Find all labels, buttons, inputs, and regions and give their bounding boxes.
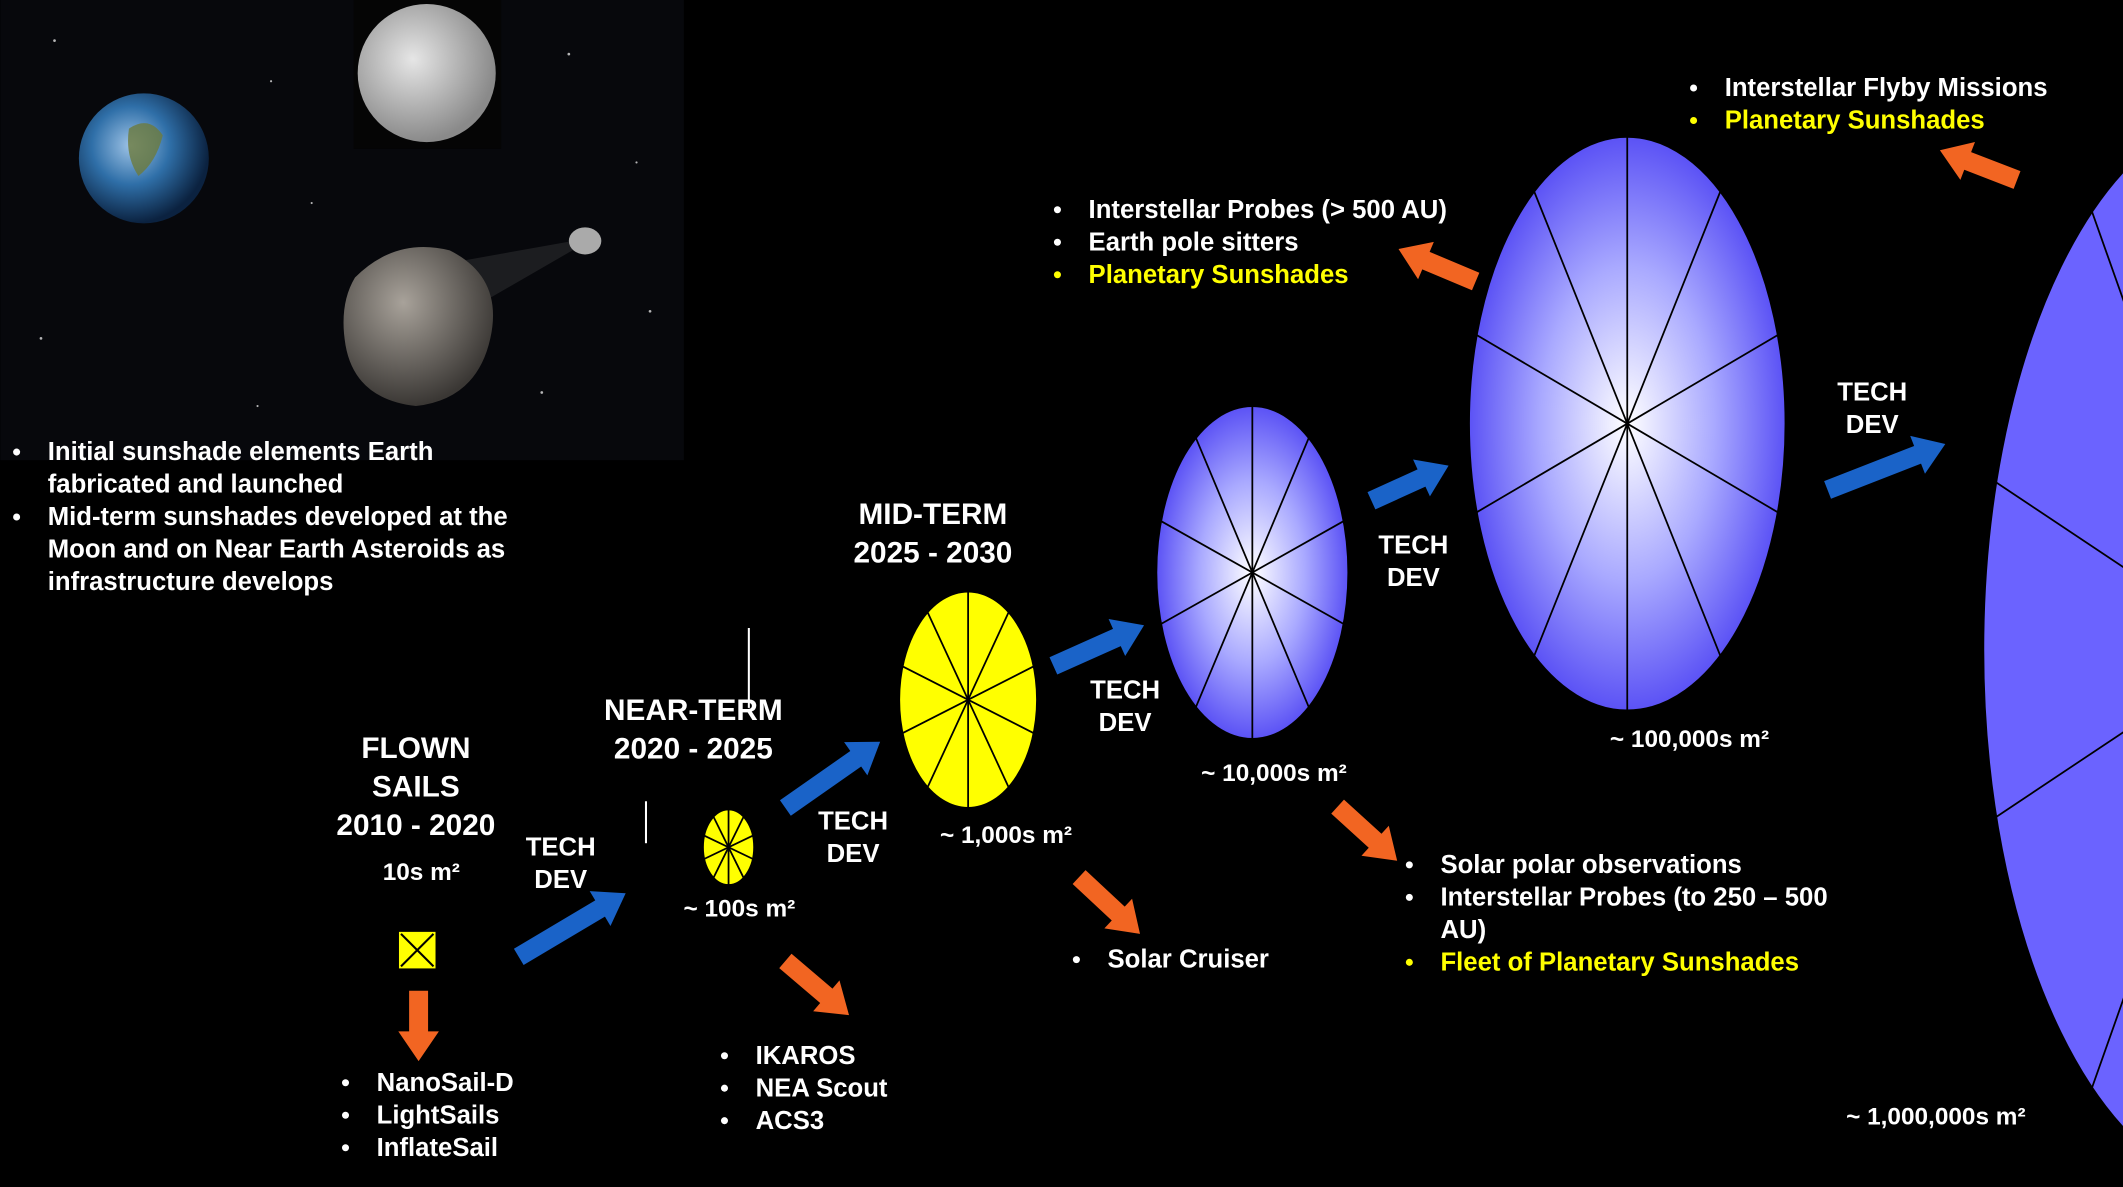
bullet — [13, 449, 20, 456]
diagram: Initial sunshade elements Earth fabricate… — [0, 0, 2123, 1187]
list-item: Interstellar Probes (> 500 AU) — [1089, 196, 1447, 224]
list-item: NanoSail-D — [377, 1069, 514, 1097]
bullet — [1690, 117, 1697, 124]
bullet — [1054, 206, 1061, 213]
small-asteroid — [569, 227, 601, 254]
list-item: IKAROS — [756, 1042, 856, 1070]
tech-dev-label: DEV — [534, 866, 587, 894]
stage-heading: 2020 - 2025 — [614, 733, 773, 766]
tech-dev-label: DEV — [827, 840, 880, 868]
moon — [358, 4, 496, 142]
bullet — [1406, 959, 1413, 966]
sail-area: ~ 100,000s m² — [1610, 726, 1769, 753]
space-image — [0, 0, 684, 460]
list-item: Interstellar Probes (to 250 – 500 — [1440, 883, 1827, 911]
list-item: Planetary Sunshades — [1089, 261, 1349, 289]
stage-heading: FLOWN — [361, 732, 470, 765]
list-item: LightSails — [377, 1101, 500, 1129]
sail-area: 10s m² — [383, 859, 460, 886]
stage-heading: MID-TERM — [859, 498, 1008, 531]
bullet — [1054, 271, 1061, 278]
bullet — [342, 1079, 349, 1086]
list-item: Initial sunshade elements Earth — [48, 438, 434, 466]
tech-dev-label: TECH — [1837, 379, 1907, 407]
list-item: Solar polar observations — [1440, 851, 1741, 879]
list-item: Planetary Sunshades — [1725, 107, 1985, 135]
stage-heading: 2025 - 2030 — [853, 536, 1012, 569]
bullet — [342, 1144, 349, 1151]
list-item: Fleet of Planetary Sunshades — [1440, 948, 1799, 976]
list-item: Earth pole sitters — [1089, 228, 1299, 256]
tech-dev-label: TECH — [1378, 532, 1448, 560]
stage-heading: NEAR-TERM — [604, 694, 783, 727]
bullet — [1406, 861, 1413, 868]
tech-dev-label: TECH — [526, 833, 596, 861]
list-item: Solar Cruiser — [1108, 946, 1269, 974]
bullet — [721, 1085, 728, 1092]
list-item: AU) — [1440, 916, 1486, 944]
list-item: ACS3 — [756, 1107, 825, 1135]
bullet — [1690, 84, 1697, 91]
tech-dev-label: TECH — [818, 808, 888, 836]
bullet — [721, 1117, 728, 1124]
tech-dev-label: DEV — [1387, 564, 1440, 592]
bullet — [342, 1112, 349, 1119]
list-item: Mid-term sunshades developed at the — [48, 503, 508, 531]
tech-dev-label: TECH — [1090, 676, 1160, 704]
stage-heading: 2010 - 2020 — [336, 809, 495, 842]
list-item: Interstellar Flyby Missions — [1725, 74, 2048, 102]
tech-dev-label: DEV — [1846, 411, 1899, 439]
tech-dev-label: DEV — [1099, 709, 1152, 737]
list-item: Moon and on Near Earth Asteroids as — [48, 536, 506, 564]
sail-area: ~ 100s m² — [684, 895, 796, 922]
bullet — [721, 1052, 728, 1059]
list-item: InflateSail — [377, 1134, 498, 1162]
bullet — [1073, 956, 1080, 963]
sail-area: ~ 10,000s m² — [1201, 760, 1347, 787]
list-item: infrastructure develops — [48, 568, 334, 596]
bullet — [1054, 239, 1061, 246]
sail-area: ~ 1,000,000s m² — [1846, 1104, 2025, 1131]
list-item: NEA Scout — [756, 1074, 888, 1102]
bullet — [1406, 894, 1413, 901]
list-item: fabricated and launched — [48, 471, 344, 499]
bullet — [13, 514, 20, 521]
sail-area: ~ 1,000s m² — [940, 822, 1072, 849]
stage-heading: SAILS — [372, 771, 460, 804]
